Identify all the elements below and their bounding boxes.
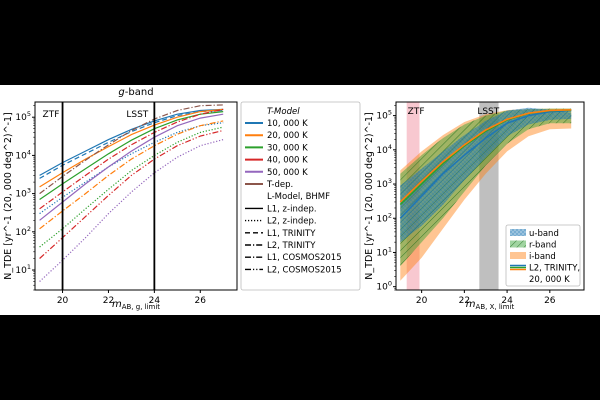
x-tick-label: 22 <box>103 296 114 306</box>
legend-label-temp-5: T-dep. <box>266 180 293 190</box>
legend-label-temp-2: 30, 000 K <box>267 143 308 153</box>
series-line-3 <box>39 108 224 188</box>
x-tick-label: 26 <box>195 296 207 306</box>
left-title: g-band <box>118 87 153 98</box>
right-chart: ZTF LSST 20 22 24 26 100 101 102 103 104 105 mAB, X,… <box>364 101 585 311</box>
x-tick-label: 20 <box>57 296 69 306</box>
left-ylabel: N_TDE [yr^-1 (20, 000 deg^2)^-1] <box>3 112 14 279</box>
vline-label-ztf: ZTF <box>43 110 60 120</box>
y-tick-label: 105 <box>15 110 31 123</box>
y-tick-label: 100 <box>376 280 392 293</box>
legend-label-temp-0: 10, 000 K <box>267 119 308 129</box>
legend-label-4: 20, 000 K <box>529 275 570 285</box>
x-tick-label: 26 <box>544 296 556 306</box>
y-tick-label: 104 <box>15 148 31 161</box>
series-line-6 <box>39 126 224 248</box>
legend-label-temp-3: 40, 000 K <box>267 156 308 166</box>
legend-swatch-2 <box>510 252 526 259</box>
region-label-ztf: ZTF <box>408 107 425 117</box>
left-plot-area <box>39 104 224 282</box>
band-hatch-r-band <box>400 108 572 267</box>
y-tick-label: 101 <box>15 263 31 276</box>
y-tick-label: 102 <box>376 211 392 224</box>
y-tick-label: 101 <box>376 245 392 258</box>
legend-label-3: L2, TRINITY, <box>529 264 580 274</box>
legend-title-t-model: T-Model <box>267 107 300 117</box>
right-plot-area <box>399 102 572 290</box>
y-tick-label: 105 <box>376 109 392 122</box>
series-line-4 <box>39 120 224 230</box>
vline-label-lsst: LSST <box>126 110 148 120</box>
right-ylabel: N_TDE [yr^-1 (20, 000 deg^2)^-1] <box>364 112 375 279</box>
legend-label-model-1: L2, z-indep. <box>267 217 317 227</box>
legend-label-0: u-band <box>529 229 559 239</box>
y-tick-label: 104 <box>376 143 392 156</box>
legend-label-model-0: L1, z-indep. <box>267 204 317 214</box>
legend-hatch-1 <box>510 240 526 248</box>
band-hatch-u-band <box>400 107 572 243</box>
median-line-2 <box>399 109 572 203</box>
legend-label-model-3: L2, TRINITY <box>267 241 316 251</box>
series-line-0 <box>39 108 224 176</box>
series-line-9 <box>39 113 224 221</box>
left-axes-frame <box>34 101 238 291</box>
legend-label-temp-1: 20, 000 K <box>267 131 308 141</box>
median-line-0 <box>399 109 572 219</box>
series-line-2 <box>39 109 224 179</box>
y-tick-label: 102 <box>15 225 31 238</box>
legend-hatch-0 <box>510 229 526 236</box>
y-tick-label: 103 <box>15 187 31 200</box>
right-xlabel: mAB, X, limit <box>466 299 515 311</box>
x-tick-label: 24 <box>501 296 513 306</box>
right-legend-box <box>505 224 581 287</box>
series-line-5 <box>39 111 224 200</box>
series-line-11 <box>39 104 224 195</box>
legend-label-model-4: L1, COSMOS2015 <box>267 253 342 263</box>
legend-label-1: r-band <box>529 241 556 251</box>
legend-title-l-model: L-Model, BHMF <box>267 192 330 202</box>
x-tick-label: 20 <box>416 296 428 306</box>
figure-svg: ZTF LSST 20 22 24 26 101 102 103 104 105 g-band mAB,… <box>3 87 585 311</box>
legend-label-model-5: L2, COSMOS2015 <box>267 265 342 275</box>
series-line-7 <box>39 108 224 210</box>
series-line-1 <box>39 122 224 215</box>
region-label-lsst: LSST <box>477 107 499 117</box>
left-xlabel: mAB, g, limit <box>112 299 160 311</box>
legend-label-temp-4: 50, 000 K <box>267 168 308 178</box>
left-chart: ZTF LSST 20 22 24 26 101 102 103 104 105 g-band mAB,… <box>3 87 361 311</box>
x-tick-label: 22 <box>459 296 470 306</box>
figure-canvas: ZTF LSST 20 22 24 26 101 102 103 104 105 g-band mAB,… <box>0 85 600 315</box>
legend-label-2: i-band <box>529 252 556 262</box>
right-axes-frame <box>395 101 585 291</box>
legend-label-model-2: L1, TRINITY <box>267 229 316 239</box>
series-line-8 <box>39 129 224 259</box>
left-legend-box <box>240 101 361 291</box>
y-tick-label: 103 <box>376 177 392 190</box>
x-tick-label: 24 <box>149 296 161 306</box>
